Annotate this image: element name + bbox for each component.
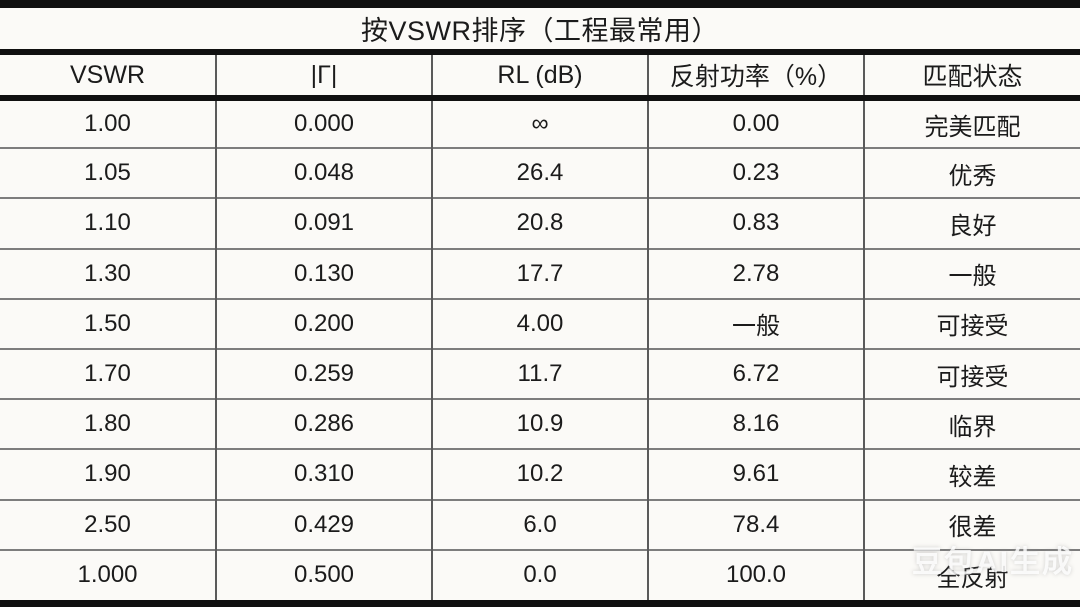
table-cell: 0.091 [215, 197, 432, 249]
table-row: 1.10 0.091 20.8 0.83 良好 [0, 197, 1080, 249]
table-cell: 一般 [863, 247, 1080, 299]
table-cell: 0.83 [647, 197, 864, 249]
table-cell: 0.500 [215, 548, 432, 600]
header-row: VSWR |Γ| RL (dB) 反射功率（%） 匹配状态 [0, 55, 1080, 101]
table-row: 1.30 0.130 17.7 2.78 一般 [0, 247, 1080, 299]
table-row: 1.05 0.048 26.4 0.23 优秀 [0, 147, 1080, 199]
table-cell: 较差 [863, 448, 1080, 500]
table-row: 1.70 0.259 11.7 6.72 可接受 [0, 347, 1080, 400]
table-cell: 6.0 [431, 498, 648, 550]
table-cell: 0.259 [215, 347, 432, 400]
table-cell: 全反射 [863, 548, 1080, 600]
table-cell: 1.30 [0, 247, 216, 299]
header-cell: VSWR [0, 55, 216, 101]
table-cell: 6.72 [647, 347, 864, 400]
table-cell: 10.9 [431, 398, 648, 450]
table-cell: 0.00 [647, 98, 864, 149]
table-cell: 0.0 [431, 548, 648, 600]
table-row: 1.50 0.200 4.00 一般 可接受 [0, 297, 1080, 349]
table-cell: 很差 [863, 498, 1080, 550]
table-cell: 2.50 [0, 498, 216, 550]
data-grid: VSWR |Γ| RL (dB) 反射功率（%） 匹配状态 1.00 0.000 ∞ 0.00… [0, 55, 1080, 600]
table-cell: 1.90 [0, 448, 216, 500]
table-cell: 优秀 [863, 147, 1080, 199]
header-cell: 匹配状态 [863, 55, 1080, 101]
table-cell: 9.61 [647, 448, 864, 500]
table-cell: 10.2 [431, 448, 648, 500]
table-cell: 良好 [863, 197, 1080, 249]
table-cell: 1.00 [84, 110, 131, 138]
table-cell: 0.130 [215, 247, 432, 299]
table-cell: 1.10 [0, 197, 216, 249]
table-cell: 8.16 [647, 398, 864, 450]
table-row: 1.00 0.000 ∞ 0.00 完美匹配 [0, 98, 1080, 149]
table-title: 按VSWR排序（工程最常用） [0, 8, 1080, 55]
table-row: 2.50 0.429 6.0 78.4 很差 [0, 498, 1080, 550]
table-cell: 完美匹配 [863, 98, 1080, 149]
table-cell: 0.286 [215, 398, 432, 450]
table-cell: ∞ [431, 98, 648, 149]
table-cell: 100.0 [647, 548, 864, 600]
header-cell: RL (dB) [431, 55, 648, 101]
table-cell: 可接受 [863, 347, 1080, 400]
table-cell: 0.23 [647, 147, 864, 199]
table-cell: 2.78 [647, 247, 864, 299]
table-cell: 1.05 [0, 147, 216, 199]
header-cell: |Γ| [215, 55, 432, 101]
table-row: 1.000 0.500 0.0 100.0 全反射 [0, 548, 1080, 600]
table-cell: 0.200 [215, 297, 432, 349]
table-cell: 1.80 [0, 398, 216, 450]
table-cell: 临界 [863, 398, 1080, 450]
table-cell: 1.70 [0, 347, 216, 400]
table-cell: 20.8 [431, 197, 648, 249]
table-cell: 26.4 [431, 147, 648, 199]
table-cell: 一般 [647, 297, 864, 349]
table-cell: 0.429 [215, 498, 432, 550]
table-cell: 11.7 [431, 347, 648, 400]
table-cell: 1.000 [0, 548, 216, 600]
header-cell: 反射功率（%） [647, 55, 864, 101]
table-cell: 可接受 [863, 297, 1080, 349]
table-cell: 1.50 [0, 297, 216, 349]
table-cell: 0.048 [215, 147, 432, 199]
table-cell: 4.00 [431, 297, 648, 349]
table-row: 1.80 0.286 10.9 8.16 临界 [0, 398, 1080, 450]
table-cell: 78.4 [647, 498, 864, 550]
table-cell: 17.7 [431, 247, 648, 299]
table-row: 1.90 0.310 10.2 9.61 较差 [0, 448, 1080, 500]
table-cell: 0.310 [215, 448, 432, 500]
table-cell: 0.000 [215, 98, 432, 149]
